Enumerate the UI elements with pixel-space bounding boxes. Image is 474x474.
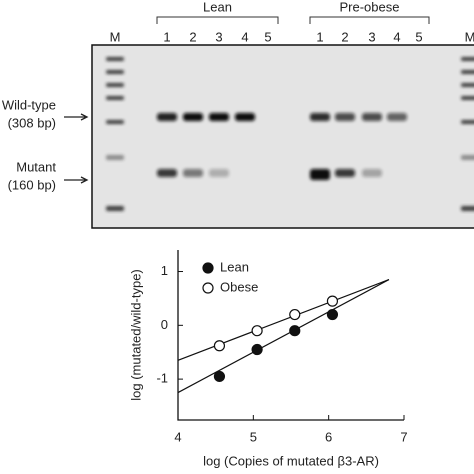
point <box>326 308 339 321</box>
group-label: Pre-obese <box>340 0 400 14</box>
marker-band <box>461 70 474 74</box>
wild-type-band <box>157 113 177 121</box>
mutant-band <box>335 169 355 177</box>
marker-band <box>106 83 124 87</box>
lane-label: 3 <box>215 29 222 44</box>
wild-type-band <box>310 113 330 121</box>
lane-label: 1 <box>316 29 323 44</box>
mutant-band <box>209 169 229 177</box>
marker-band <box>106 96 124 100</box>
x-tick-label: 4 <box>174 429 181 444</box>
wild-type-band <box>209 113 229 121</box>
lane-label: 3 <box>368 29 375 44</box>
marker-band <box>106 57 124 61</box>
lane-label: 4 <box>393 29 400 44</box>
band-size: (308 bp) <box>8 115 56 130</box>
fit-line <box>177 279 390 394</box>
group-label: Lean <box>203 0 232 14</box>
y-tick-label: -1 <box>156 371 168 386</box>
x-tick-label: 7 <box>400 429 407 444</box>
band-name: Wild-type <box>2 97 56 112</box>
x-tick-label: 6 <box>325 429 332 444</box>
group-bracket <box>309 16 430 24</box>
group-bracket <box>156 16 279 24</box>
point <box>289 325 301 337</box>
y-tick-label: 0 <box>161 317 168 332</box>
lane-label: 5 <box>415 29 422 44</box>
band-arrow <box>64 176 89 184</box>
legend-marker <box>202 282 214 294</box>
point <box>251 325 263 337</box>
mutant-band <box>362 169 382 177</box>
legend-label: Obese <box>220 279 258 294</box>
lane-label: 5 <box>264 29 271 44</box>
x-axis-label: log (Copies of mutated β3-AR) <box>203 453 379 468</box>
wild-type-band <box>362 113 382 121</box>
marker-band <box>461 57 474 61</box>
legend-label: Lean <box>220 259 249 274</box>
wild-type-band <box>335 113 355 121</box>
point <box>251 343 263 356</box>
mutant-band <box>183 169 203 177</box>
x-tick-label: 5 <box>250 429 257 444</box>
marker-band <box>106 155 124 160</box>
marker-band <box>461 155 474 160</box>
fit-line <box>177 279 390 361</box>
point <box>213 370 226 383</box>
lane-label: 2 <box>341 29 348 44</box>
point <box>289 308 301 321</box>
marker-band <box>106 120 124 124</box>
band-size: (160 bp) <box>8 177 56 192</box>
chart: 4 5 6 7 -1 0 1 log (Copies of mutated β3-AR) log… <box>128 250 408 468</box>
band-arrow <box>64 113 89 121</box>
lane-label: 1 <box>163 29 170 44</box>
marker-label: M <box>110 29 121 44</box>
point <box>326 295 339 307</box>
y-tick-label: 1 <box>161 263 168 278</box>
wild-type-band <box>387 113 407 121</box>
legend-marker <box>202 262 214 274</box>
axes <box>177 250 404 421</box>
mutant-band <box>310 169 330 180</box>
lane-label: 2 <box>189 29 196 44</box>
marker-band <box>461 96 474 100</box>
band-name: Mutant <box>16 159 56 174</box>
gel-frame <box>91 44 474 229</box>
lane-label: 4 <box>241 29 248 44</box>
mutant-band <box>157 169 177 177</box>
marker-band <box>461 83 474 87</box>
wild-type-band <box>235 113 255 121</box>
point <box>213 340 226 352</box>
y-axis-label: log (mutated/wild-type) <box>128 269 143 401</box>
marker-band <box>461 206 474 211</box>
marker-band <box>106 206 124 211</box>
wild-type-band <box>183 113 203 121</box>
marker-band <box>106 70 124 74</box>
marker-label: M <box>465 29 474 44</box>
marker-band <box>461 120 474 124</box>
